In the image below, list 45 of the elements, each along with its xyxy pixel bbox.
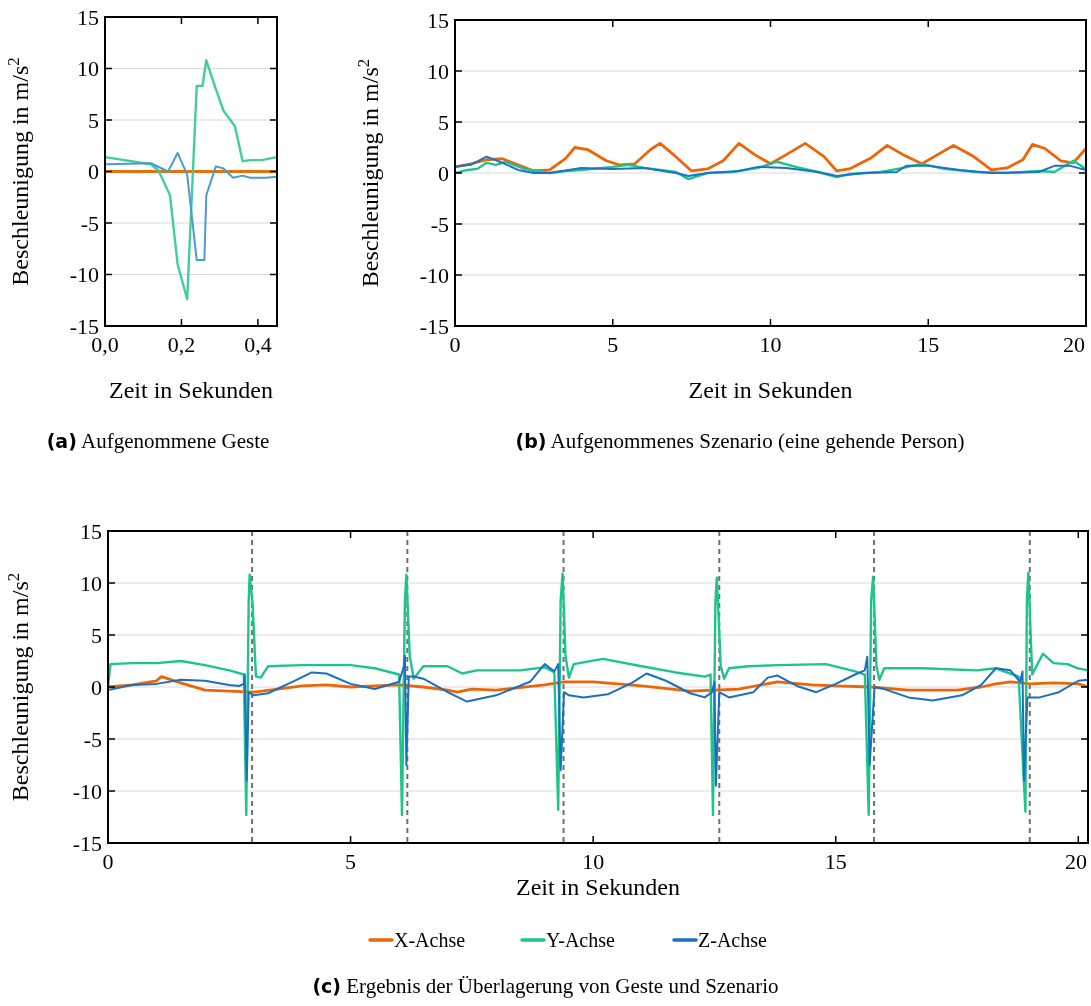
y-tick-label: -15 (69, 313, 99, 339)
y-tick-label: -10 (419, 262, 449, 288)
x-tick-label: 0,2 (167, 332, 196, 357)
line-series (105, 59, 277, 301)
y-tick-label: -15 (72, 830, 102, 856)
legend-label: Z-Achse (698, 929, 767, 951)
y-tick-label: -5 (80, 210, 99, 236)
y-tick-label: 0 (438, 160, 449, 186)
line-series (108, 654, 1088, 787)
line-series (455, 142, 1086, 173)
x-tick-label: 15 (824, 849, 847, 874)
y-tick-label: 15 (427, 7, 449, 33)
line-series (108, 571, 1088, 817)
x-axis-title: Zeit in Sekunden (688, 377, 853, 403)
x-tick-label: 10 (582, 849, 605, 874)
x-axis-title: Zeit in Sekunden (109, 377, 273, 403)
y-tick-label: 15 (80, 518, 102, 544)
text: (c) Ergebnis der Überlagerung von Geste und Szenario (312, 974, 779, 998)
x-tick-label: 5 (607, 332, 619, 357)
x-tick-label: 5 (345, 849, 357, 874)
x-tick-label: 0,4 (244, 332, 272, 357)
x-tick-label: 10 (759, 332, 782, 357)
y-tick-label: 10 (80, 570, 102, 596)
y-tick-label: 15 (77, 4, 99, 30)
y-tick-label: 5 (438, 109, 449, 135)
text: (b) Aufgenommenes Szenario (eine gehende Person) (515, 429, 965, 453)
x-tick-label: 15 (917, 332, 940, 357)
y-tick-label: 0 (88, 159, 99, 185)
text: (a) Aufgenommene Geste (46, 429, 270, 453)
y-tick-label: -5 (430, 211, 449, 237)
y-tick-label: 5 (91, 622, 102, 648)
x-axis-title: Zeit in Sekunden (516, 874, 680, 900)
legend-label: X-Achse (394, 929, 466, 951)
y-tick-label: 10 (427, 58, 449, 84)
line-series (105, 151, 277, 262)
x-tick-label: 20 (1065, 849, 1087, 874)
y-tick-label: -10 (69, 262, 99, 288)
legend-label: Y-Achse (546, 929, 615, 951)
y-tick-label: 10 (77, 56, 99, 82)
y-tick-label: -5 (83, 726, 102, 752)
y-tick-label: 5 (88, 107, 99, 133)
x-tick-label: 20 (1063, 332, 1085, 357)
y-tick-label: -10 (72, 778, 102, 804)
y-tick-label: -15 (419, 313, 449, 339)
y-tick-label: 0 (91, 674, 102, 700)
